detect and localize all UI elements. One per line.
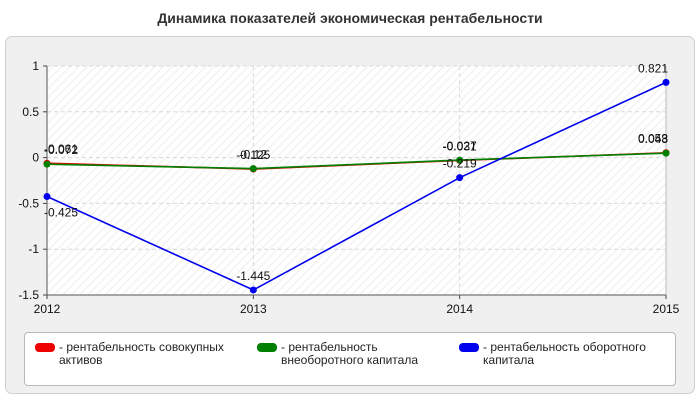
data-point — [43, 193, 51, 201]
y-tick-label: 1 — [32, 59, 39, 73]
y-tick-label: -1.5 — [18, 288, 39, 302]
legend-label: - рентабельность совокупных активов — [59, 340, 224, 367]
data-point — [662, 149, 670, 157]
data-label: 0.048 — [638, 132, 668, 146]
data-label: -0.031 — [443, 139, 477, 153]
data-label: -0.425 — [44, 206, 78, 220]
legend-label: - рентабельность внеоборотного капитала — [281, 340, 418, 367]
x-tick-label: 2012 — [34, 302, 61, 316]
data-labels: -0.061 -0.125 -0.031 0.053 -0.072 -0.12 -0.027… — [44, 61, 668, 283]
series-lines — [43, 78, 670, 294]
data-point — [662, 78, 670, 86]
data-label: -0.061 — [44, 142, 78, 156]
data-label: -1.445 — [236, 269, 270, 283]
y-tick-label: 0.5 — [22, 105, 39, 119]
series-line-2 — [46, 152, 667, 170]
data-label: 0.053 — [638, 132, 668, 146]
data-point — [456, 174, 464, 182]
legend-swatch-blue — [459, 343, 479, 352]
data-label: -0.12 — [240, 148, 268, 162]
legend-swatch-green — [257, 343, 277, 352]
data-point — [456, 156, 464, 164]
y-tick-label: -1 — [28, 242, 39, 256]
y-tick-label: -0.5 — [18, 196, 39, 210]
chart-legend: - рентабельность совокупных активов - ре… — [24, 332, 676, 386]
data-label: -0.219 — [443, 157, 477, 171]
data-label: -0.072 — [44, 143, 78, 157]
data-label: -0.027 — [443, 139, 477, 153]
x-tick-label: 2014 — [446, 302, 473, 316]
legend-swatch-red — [35, 343, 55, 352]
plot-area — [47, 66, 666, 295]
x-tick-label: 2013 — [240, 302, 267, 316]
data-point — [249, 286, 257, 294]
y-tick-label: 0 — [32, 151, 39, 165]
series-line-3 — [46, 81, 667, 291]
data-label: 0.821 — [638, 61, 668, 75]
chart-title: Динамика показателей экономическая рента… — [157, 10, 543, 26]
data-label: -0.125 — [236, 148, 270, 162]
data-point — [43, 160, 51, 168]
data-point — [249, 165, 257, 173]
x-tick-label: 2015 — [653, 302, 680, 316]
legend-label: - рентабельность оборотного капитала — [483, 340, 646, 367]
